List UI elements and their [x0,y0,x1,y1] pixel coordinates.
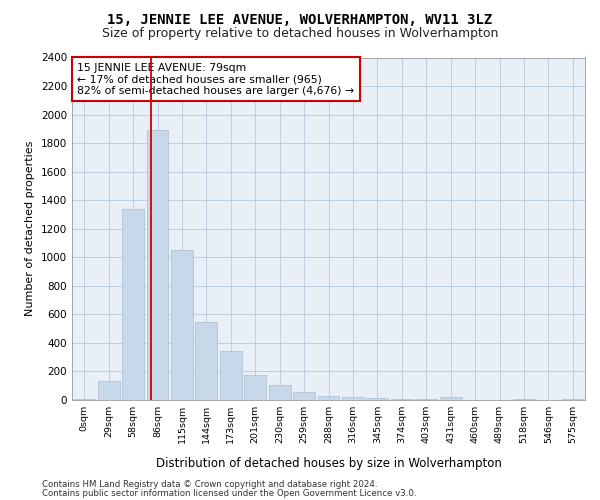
Bar [220,352,242,400]
Text: Size of property relative to detached houses in Wolverhampton: Size of property relative to detached ho… [102,28,498,40]
Text: Contains public sector information licensed under the Open Government Licence v3: Contains public sector information licen… [42,488,416,498]
Bar [98,382,119,400]
Bar [367,398,388,400]
Bar [342,397,364,400]
Bar [146,130,169,400]
Text: Contains HM Land Registry data © Crown copyright and database right 2024.: Contains HM Land Registry data © Crown c… [42,480,377,489]
Bar [196,322,217,400]
Text: 15, JENNIE LEE AVENUE, WOLVERHAMPTON, WV11 3LZ: 15, JENNIE LEE AVENUE, WOLVERHAMPTON, WV… [107,12,493,26]
Bar [269,385,290,400]
Text: 15 JENNIE LEE AVENUE: 79sqm
← 17% of detached houses are smaller (965)
82% of se: 15 JENNIE LEE AVENUE: 79sqm ← 17% of det… [77,62,354,96]
Bar [244,375,266,400]
Bar [293,392,315,400]
Bar [440,398,461,400]
Bar [171,250,193,400]
X-axis label: Distribution of detached houses by size in Wolverhampton: Distribution of detached houses by size … [155,457,502,470]
Bar [122,209,144,400]
Bar [391,398,413,400]
Y-axis label: Number of detached properties: Number of detached properties [25,141,35,316]
Bar [317,396,340,400]
